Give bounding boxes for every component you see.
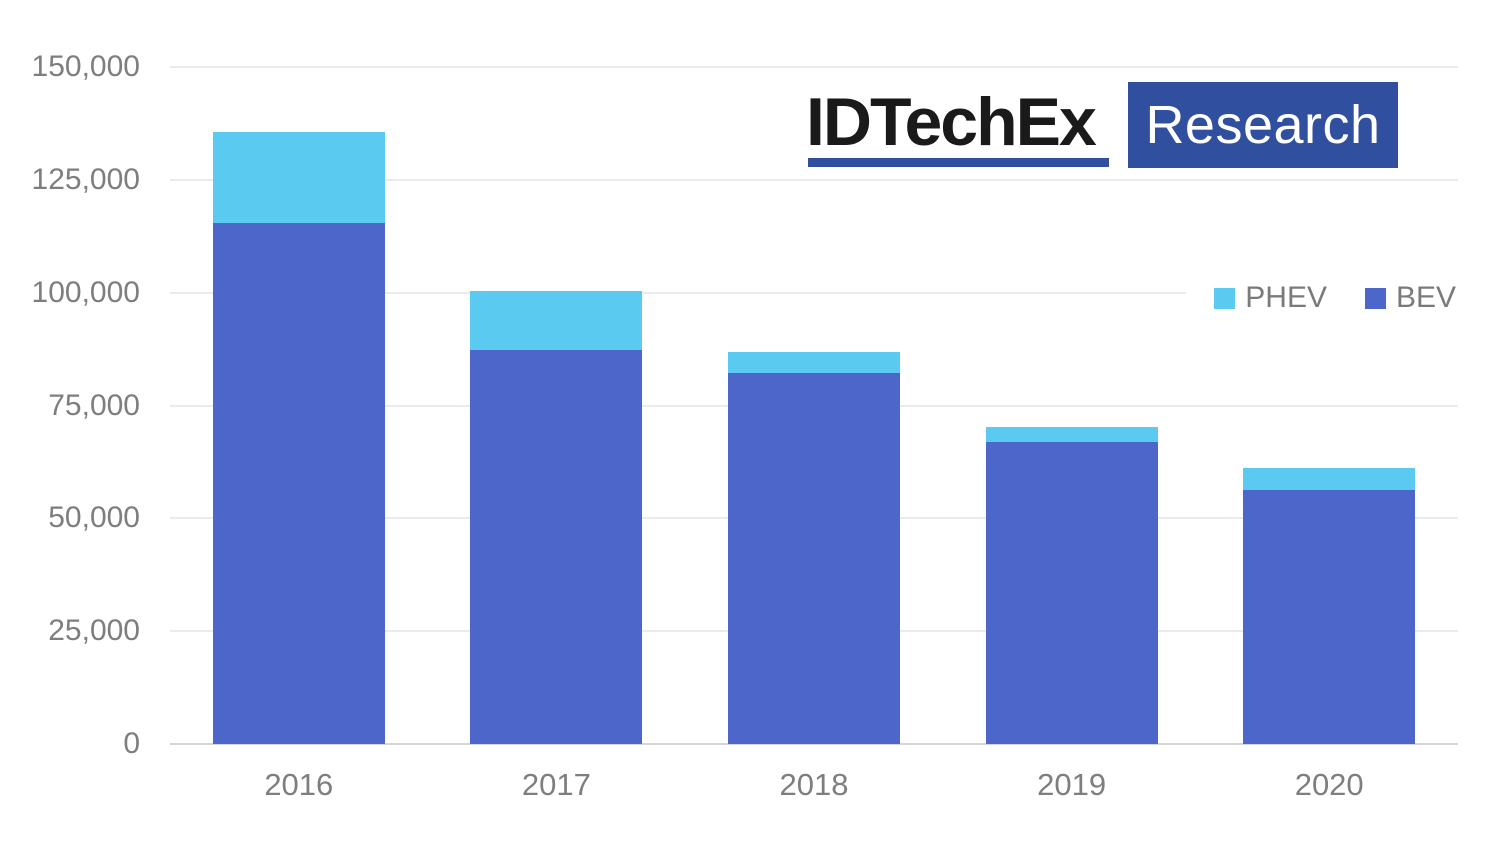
phev-swatch-icon — [1214, 287, 1236, 309]
y-tick-label-25000: 25,000 — [48, 614, 140, 648]
legend-label-bev: BEV — [1395, 281, 1456, 314]
bar-phev-2020 — [1243, 467, 1416, 490]
legend-item-bev: BEV — [1364, 281, 1456, 314]
bar-phev-2017 — [470, 290, 643, 350]
y-tick-label-100000: 100,000 — [31, 275, 140, 309]
legend-item-phev: PHEV — [1214, 282, 1327, 314]
bar-bev-2019 — [985, 442, 1158, 744]
gridline-150000 — [170, 66, 1458, 68]
bar-bev-2016 — [212, 222, 385, 744]
bar-phev-2018 — [728, 351, 900, 373]
gridline-100000 — [170, 291, 1458, 294]
x-tick-label-2018: 2018 — [779, 767, 849, 802]
bar-phev-2019 — [985, 426, 1158, 443]
x-tick-label-2016: 2016 — [264, 767, 334, 802]
gridline-0 — [170, 743, 1458, 745]
legend-label-phev: PHEV — [1245, 281, 1327, 314]
bar-bev-2017 — [470, 349, 643, 744]
bar-phev-2016 — [212, 132, 385, 223]
y-tick-label-125000: 125,000 — [31, 162, 140, 196]
bar-bev-2018 — [728, 372, 900, 744]
x-tick-label-2017: 2017 — [521, 767, 591, 802]
chart-legend: PHEV BEV — [1186, 276, 1458, 320]
y-tick-label-75000: 75,000 — [48, 388, 140, 422]
x-tick-label-2020: 2020 — [1294, 767, 1364, 802]
bev-swatch-icon — [1364, 287, 1386, 309]
gridline-125000 — [170, 178, 1458, 181]
y-tick-label-150000: 150,000 — [31, 50, 140, 83]
y-tick-label-0: 0 — [123, 727, 140, 760]
x-tick-label-2019: 2019 — [1037, 767, 1107, 802]
bar-bev-2020 — [1243, 489, 1416, 744]
y-tick-label-50000: 50,000 — [48, 501, 140, 535]
